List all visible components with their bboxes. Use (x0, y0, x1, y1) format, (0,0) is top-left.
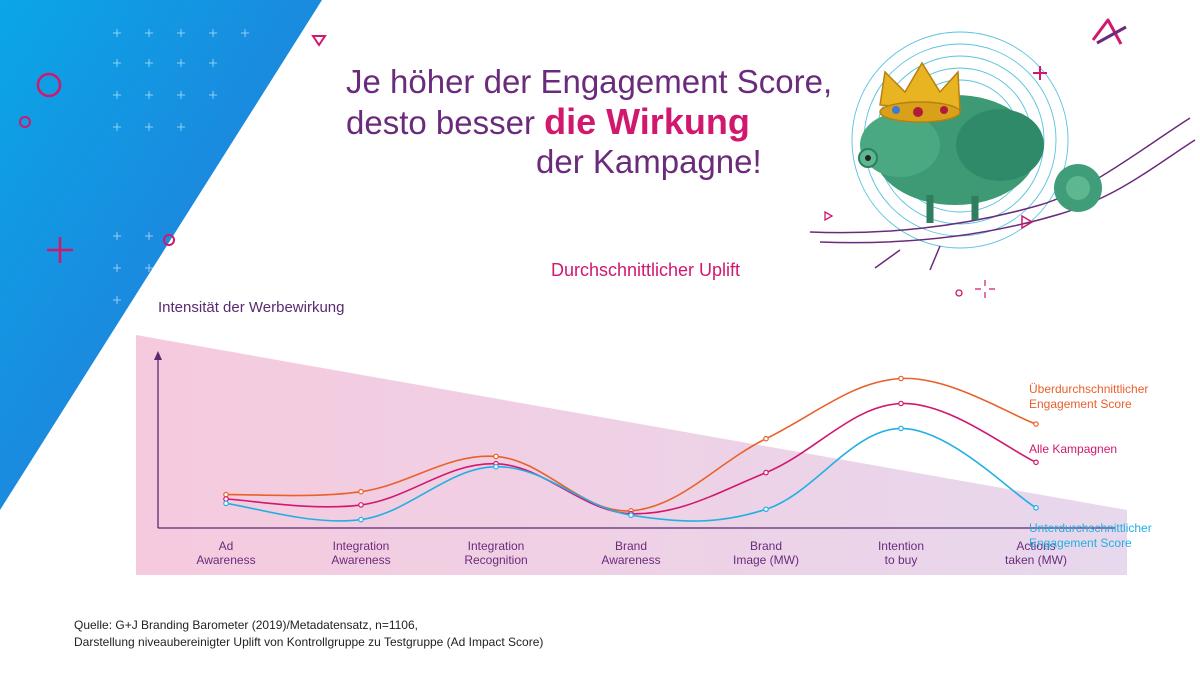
data-point (493, 463, 499, 470)
chart-background-wedge (136, 335, 1127, 575)
data-point (898, 375, 904, 382)
x-tick-label: Brand Awareness (601, 539, 661, 567)
headline-accent: die Wirkung (544, 101, 750, 142)
x-tick-label: Brand Image (MW) (733, 539, 799, 567)
x-tick-label: Integration Recognition (464, 539, 528, 567)
series-line (225, 427, 1037, 522)
series-1 (223, 400, 1039, 517)
headline-line-2-prefix: desto besser (346, 104, 545, 141)
data-point (628, 512, 634, 519)
blue-diagonal-band (0, 0, 322, 510)
x-tick-label: Actions taken (MW) (1004, 539, 1067, 567)
circle-decoration (19, 116, 31, 128)
data-point (898, 425, 904, 432)
brand-logo-icon (1091, 18, 1127, 45)
series-0 (223, 375, 1039, 514)
y-axis-arrow (154, 351, 162, 360)
data-point (223, 500, 229, 507)
plus-grid-pattern (113, 29, 249, 304)
data-point (1033, 421, 1039, 427)
headline-line-3: der Kampagne! (536, 143, 762, 180)
y-axis-label: Intensität der Werbewirkung (158, 299, 345, 316)
chart-title: Durchschnittlicher Uplift (551, 260, 741, 280)
data-point (223, 491, 229, 498)
legend-entry-below-average: Unterdurchschnittlicher Engagement Score (1029, 521, 1152, 550)
source-line-2: Darstellung niveaubereinigter Uplift von… (74, 635, 544, 649)
x-tick-label: Integration Awareness (331, 539, 391, 567)
series-line (225, 377, 1037, 512)
data-point (898, 400, 904, 407)
headline-line-2: desto besser die Wirkung (346, 102, 750, 143)
data-point (358, 488, 364, 495)
headline-line-1: Je höher der Engagement Score, (346, 63, 833, 100)
chart-axes (154, 351, 1115, 529)
x-tick-label: Intention to buy (877, 539, 925, 567)
x-tick-label: Ad Awareness (196, 539, 256, 567)
legend-entry-above-average: Überdurchschnittlicher Engagement Score (1029, 382, 1149, 411)
data-point (763, 469, 769, 476)
data-point (763, 435, 769, 442)
data-point (358, 516, 364, 523)
data-point (223, 496, 229, 502)
circle-decoration (36, 72, 62, 98)
legend-entry-all-campaigns: Alle Kampagnen (1029, 442, 1118, 456)
series-2 (223, 425, 1039, 523)
plus-decoration (47, 237, 73, 263)
data-point (763, 506, 769, 513)
data-point (1033, 504, 1039, 511)
data-point (1033, 459, 1039, 466)
source-line-1: Quelle: G+J Branding Barometer (2019)/Me… (74, 618, 418, 632)
source-note: Quelle: G+J Branding Barometer (2019)/Me… (74, 617, 543, 651)
data-point (358, 502, 364, 508)
circle-decoration (163, 234, 175, 246)
triangle-decoration (311, 35, 327, 47)
series-line (225, 402, 1037, 515)
series-layer (223, 375, 1039, 523)
data-point (493, 453, 499, 460)
chameleon-with-crown-illustration (809, 31, 1196, 298)
